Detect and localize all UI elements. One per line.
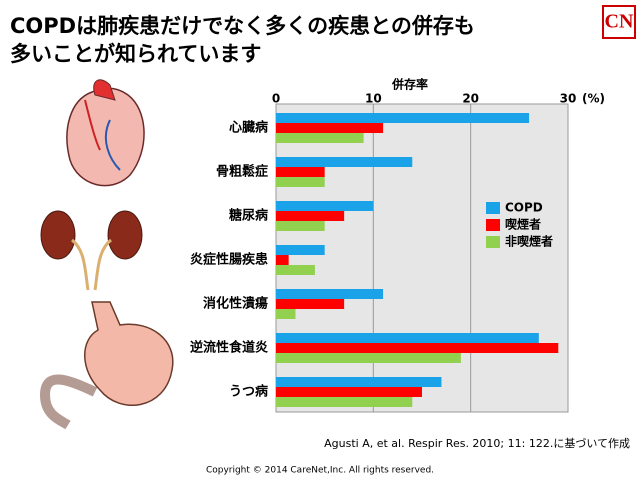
x-tick-label: 0	[272, 92, 280, 106]
copyright: Copyright © 2014 CareNet,Inc. All rights…	[206, 466, 434, 476]
bar	[276, 353, 461, 363]
bar	[276, 221, 325, 231]
bar	[276, 265, 315, 275]
bar	[276, 211, 345, 221]
bar	[276, 333, 539, 343]
chart: 0 10 20 30 (%) 併存率心臓病骨粗鬆症糖尿病炎症性腸疾患消化性潰瘍逆流性食道炎…	[190, 77, 605, 413]
x-tick-label: 10	[365, 92, 382, 106]
logo: CN	[602, 5, 636, 39]
title-line: COPDは肺疾患だけでなく多くの疾患との併存も	[10, 14, 475, 38]
y-tick-label: 骨粗鬆症	[216, 164, 268, 180]
logo-text: CN	[605, 11, 634, 33]
bar	[276, 123, 384, 133]
bar	[276, 245, 325, 255]
bar	[276, 133, 364, 143]
legend-swatch	[486, 219, 500, 231]
bar	[276, 255, 289, 265]
x-tick-label: 20	[462, 92, 479, 106]
bar	[276, 113, 530, 123]
legend-swatch	[486, 202, 500, 214]
plot-area	[275, 103, 569, 413]
y-tick-label: 心臓病	[229, 120, 268, 136]
bar	[276, 309, 296, 319]
title-line: 多いことが知られています	[10, 42, 261, 66]
bar	[276, 299, 345, 309]
x-axis-label: 併存率	[391, 77, 428, 92]
bar	[276, 343, 559, 353]
bar	[276, 387, 422, 397]
legend-label: COPD	[505, 201, 543, 215]
y-tick-label: 逆流性食道炎	[190, 340, 268, 356]
bar	[276, 177, 325, 187]
y-tick-label: 消化性潰瘍	[203, 296, 268, 312]
legend-swatch	[486, 236, 500, 248]
stomach-illustration	[39, 301, 174, 430]
bar	[276, 397, 413, 407]
heart-illustration	[66, 79, 145, 187]
bar	[276, 167, 325, 177]
x-unit: (%)	[582, 92, 605, 106]
citation: Agusti A, et al. Respir Res. 2010; 11: 1…	[324, 437, 630, 450]
legend-label: 非喫煙者	[505, 234, 553, 249]
bar	[276, 289, 384, 299]
y-tick-label: 糖尿病	[229, 208, 268, 224]
y-tick-label: うつ病	[229, 384, 268, 400]
kidney-illustration	[40, 210, 143, 291]
x-tick-label: 30	[560, 92, 577, 106]
bar	[276, 377, 442, 387]
bar	[276, 201, 374, 211]
y-tick-label: 炎症性腸疾患	[190, 252, 268, 268]
bar	[276, 157, 413, 167]
legend-label: 喫煙者	[505, 217, 541, 232]
